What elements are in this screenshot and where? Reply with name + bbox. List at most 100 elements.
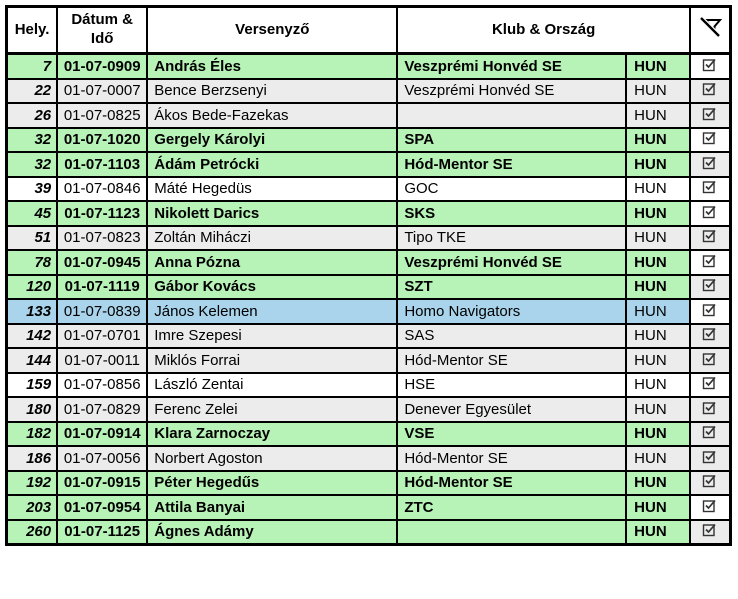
- row-checkbox-cell: [688, 52, 732, 80]
- competitor-cell: Gábor Kovács: [146, 273, 399, 300]
- column-header-competitor[interactable]: Versenyző: [146, 5, 399, 55]
- table-row[interactable]: 22 01-07-0007 Bence Berzsenyi Veszprémi Hon…: [5, 77, 732, 104]
- checked-checkbox-icon[interactable]: [702, 473, 717, 488]
- competitor-cell: Attila Banyai: [146, 494, 399, 521]
- checked-checkbox-icon[interactable]: [702, 375, 717, 390]
- table-row[interactable]: 260 01-07-1125 Ágnes Adámy HUN: [5, 518, 732, 546]
- datetime-cell: 01-07-0829: [56, 396, 149, 423]
- table-row[interactable]: 186 01-07-0056 Norbert Agoston Hód-Mentor S…: [5, 445, 732, 472]
- table-row[interactable]: 203 01-07-0954 Attila Banyai ZTC HUN: [5, 494, 732, 521]
- table-row[interactable]: 182 01-07-0914 Klara Zarnoczay VSE HUN: [5, 420, 732, 447]
- table-row[interactable]: 78 01-07-0945 Anna Pózna Veszprémi Honvéd S…: [5, 249, 732, 276]
- club-cell: Hód-Mentor SE: [396, 151, 628, 178]
- checked-checkbox-icon[interactable]: [702, 106, 717, 121]
- row-checkbox-cell: [688, 200, 732, 227]
- table-row[interactable]: 7 01-07-0909 András Éles Veszprémi Honvéd S…: [5, 52, 732, 80]
- checked-checkbox-icon[interactable]: [702, 130, 717, 145]
- row-checkbox-cell: [688, 494, 732, 521]
- club-cell: Hód-Mentor SE: [396, 445, 628, 472]
- table-row[interactable]: 51 01-07-0823 Zoltán Miháczi Tipo TKE HUN: [5, 224, 732, 251]
- country-cell: HUN: [625, 298, 691, 325]
- competitor-cell: Máté Hegedüs: [146, 175, 399, 202]
- club-cell: GOC: [396, 175, 628, 202]
- column-header-filter[interactable]: [688, 5, 732, 55]
- checked-checkbox-icon[interactable]: [702, 522, 717, 537]
- table-row[interactable]: 144 01-07-0011 Miklós Forrai Hód-Mentor SE H…: [5, 347, 732, 374]
- country-cell: HUN: [625, 249, 691, 276]
- column-header-place[interactable]: Hely.: [5, 5, 59, 55]
- row-checkbox-cell: [688, 175, 732, 202]
- checked-checkbox-icon[interactable]: [702, 228, 717, 243]
- checked-checkbox-icon[interactable]: [702, 400, 717, 415]
- club-cell: Hód-Mentor SE: [396, 347, 628, 374]
- table-row[interactable]: 32 01-07-1103 Ádám Petrócki Hód-Mentor SE HU…: [5, 151, 732, 178]
- checked-checkbox-icon[interactable]: [702, 57, 717, 72]
- checked-checkbox-icon[interactable]: [702, 351, 717, 366]
- place-cell: 142: [5, 322, 59, 349]
- checked-checkbox-icon[interactable]: [702, 449, 717, 464]
- table-row[interactable]: 32 01-07-1020 Gergely Károlyi SPA HUN: [5, 126, 732, 153]
- checked-checkbox-icon[interactable]: [702, 81, 717, 96]
- table-row[interactable]: 45 01-07-1123 Nikolett Darics SKS HUN: [5, 200, 732, 227]
- club-cell: Hód-Mentor SE: [396, 469, 628, 496]
- datetime-cell: 01-07-1123: [56, 200, 149, 227]
- place-cell: 78: [5, 249, 59, 276]
- club-cell: [396, 102, 628, 129]
- datetime-cell: 01-07-0011: [56, 347, 149, 374]
- place-cell: 144: [5, 347, 59, 374]
- club-cell: HSE: [396, 371, 628, 398]
- country-cell: HUN: [625, 224, 691, 251]
- club-cell: SAS: [396, 322, 628, 349]
- checked-checkbox-icon[interactable]: [702, 424, 717, 439]
- competitor-cell: Nikolett Darics: [146, 200, 399, 227]
- checked-checkbox-icon[interactable]: [702, 155, 717, 170]
- row-checkbox-cell: [688, 273, 732, 300]
- row-checkbox-cell: [688, 249, 732, 276]
- datetime-cell: 01-07-0823: [56, 224, 149, 251]
- column-header-datetime[interactable]: Dátum & Idő: [56, 5, 149, 55]
- datetime-cell: 01-07-0007: [56, 77, 149, 104]
- checked-checkbox-icon[interactable]: [702, 498, 717, 513]
- table-row[interactable]: 133 01-07-0839 János Kelemen Homo Navigator…: [5, 298, 732, 325]
- club-cell: ZTC: [396, 494, 628, 521]
- competitor-cell: Péter Hegedűs: [146, 469, 399, 496]
- country-cell: HUN: [625, 151, 691, 178]
- table-row[interactable]: 159 01-07-0856 László Zentai HSE HUN: [5, 371, 732, 398]
- table-row[interactable]: 192 01-07-0915 Péter Hegedűs Hód-Mentor SE H…: [5, 469, 732, 496]
- table-row[interactable]: 120 01-07-1119 Gábor Kovács SZT HUN: [5, 273, 732, 300]
- place-cell: 32: [5, 126, 59, 153]
- table-row[interactable]: 26 01-07-0825 Ákos Bede-Fazekas HUN: [5, 102, 732, 129]
- competitor-cell: Ágnes Adámy: [146, 518, 399, 546]
- club-cell: [396, 518, 628, 546]
- datetime-cell: 01-07-0856: [56, 371, 149, 398]
- country-cell: HUN: [625, 126, 691, 153]
- row-checkbox-cell: [688, 396, 732, 423]
- table-row[interactable]: 142 01-07-0701 Imre Szepesi SAS HUN: [5, 322, 732, 349]
- table-header: Hely. Dátum & Idő Versenyző Klub & Orszá…: [5, 5, 732, 55]
- table-row[interactable]: 39 01-07-0846 Máté Hegedüs GOC HUN: [5, 175, 732, 202]
- club-cell: SKS: [396, 200, 628, 227]
- row-checkbox-cell: [688, 126, 732, 153]
- competitor-cell: Klara Zarnoczay: [146, 420, 399, 447]
- competitor-cell: László Zentai: [146, 371, 399, 398]
- place-cell: 192: [5, 469, 59, 496]
- table-row[interactable]: 180 01-07-0829 Ferenc Zelei Denever Egyesül…: [5, 396, 732, 423]
- checked-checkbox-icon[interactable]: [702, 179, 717, 194]
- filter-off-icon[interactable]: [697, 14, 723, 40]
- country-cell: HUN: [625, 102, 691, 129]
- datetime-cell: 01-07-0914: [56, 420, 149, 447]
- country-cell: HUN: [625, 518, 691, 546]
- datetime-cell: 01-07-0825: [56, 102, 149, 129]
- checked-checkbox-icon[interactable]: [702, 253, 717, 268]
- checked-checkbox-icon[interactable]: [702, 204, 717, 219]
- country-cell: HUN: [625, 469, 691, 496]
- checked-checkbox-icon[interactable]: [702, 326, 717, 341]
- row-checkbox-cell: [688, 102, 732, 129]
- datetime-cell: 01-07-0945: [56, 249, 149, 276]
- country-cell: HUN: [625, 371, 691, 398]
- competitor-cell: Ákos Bede-Fazekas: [146, 102, 399, 129]
- column-header-club-country[interactable]: Klub & Ország: [396, 5, 691, 55]
- place-cell: 39: [5, 175, 59, 202]
- checked-checkbox-icon[interactable]: [702, 302, 717, 317]
- checked-checkbox-icon[interactable]: [702, 277, 717, 292]
